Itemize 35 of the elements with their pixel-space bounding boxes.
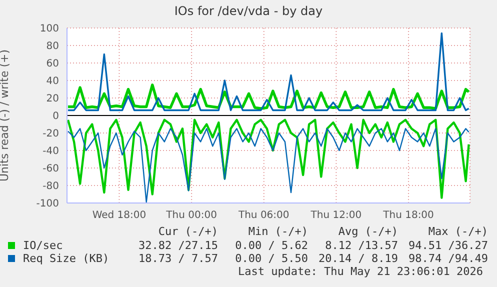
text: Max (-/+) bbox=[427, 225, 488, 239]
x-tick-label: Wed 18:00 bbox=[92, 210, 146, 222]
y-tick-label: -40 bbox=[42, 146, 59, 158]
y-axis-title: Units read (-) / write (+) bbox=[0, 49, 11, 182]
legend-label: Req Size (KB) bbox=[22, 252, 110, 265]
y-tick-label: 60 bbox=[46, 58, 59, 70]
y-tick-label: -80 bbox=[42, 181, 59, 192]
text: 20.14 / 8.19 bbox=[318, 252, 398, 265]
text: 32.82 /27.15 bbox=[138, 239, 218, 252]
y-tick-label: -100 bbox=[36, 198, 59, 210]
y-tick-label: 80 bbox=[46, 41, 59, 52]
chart-title: IOs for /dev/vda - by day bbox=[173, 4, 324, 18]
y-tick-label: 0 bbox=[52, 111, 59, 122]
y-tick-label: 100 bbox=[40, 24, 59, 35]
x-tick-label: Thu 18:00 bbox=[382, 210, 434, 222]
text: Avg (-/+) bbox=[337, 225, 398, 239]
y-tick-label: 20 bbox=[46, 94, 59, 105]
y-tick-label: -60 bbox=[42, 164, 59, 175]
legend-label: IO/sec bbox=[22, 239, 64, 252]
text: 8.12 /13.57 bbox=[324, 239, 398, 252]
text: 98.74 /94.49 bbox=[408, 252, 488, 265]
text: 18.73 / 7.57 bbox=[138, 252, 218, 265]
text: 94.51 /36.27 bbox=[408, 239, 488, 252]
y-tick-label: 40 bbox=[46, 76, 59, 88]
line-series bbox=[67, 118, 470, 199]
x-tick-label: Thu 06:00 bbox=[237, 210, 290, 222]
text: Min (-/+) bbox=[247, 225, 308, 239]
text: 0.00 / 5.62 bbox=[234, 239, 308, 252]
y-tick-label: -20 bbox=[42, 128, 59, 140]
line-series bbox=[67, 32, 470, 112]
text: 0.00 / 5.50 bbox=[234, 252, 308, 265]
text: Cur (-/+) bbox=[157, 225, 218, 239]
x-tick-label: Thu 00:00 bbox=[165, 210, 217, 222]
x-tick-label: Thu 12:00 bbox=[310, 210, 362, 222]
text: Last update: Thu May 21 23:06:01 2026 bbox=[238, 265, 483, 278]
